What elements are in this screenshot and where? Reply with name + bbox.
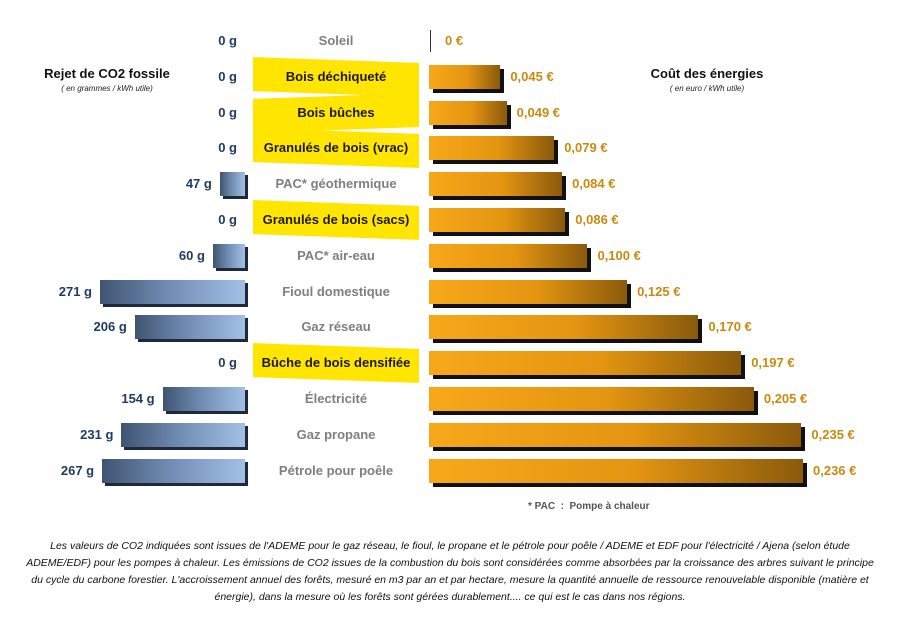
- cost-bar: [429, 136, 555, 161]
- cost-value-label: 0,125 €: [637, 283, 681, 299]
- co2-value-label: 271 g: [58, 283, 92, 299]
- co2-header-title: Rejet de CO2 fossile: [44, 66, 170, 81]
- energy-label: Fioul domestique: [282, 283, 390, 299]
- energy-label: Bois déchiqueté: [285, 68, 387, 84]
- energy-label: Bois bûches: [297, 104, 375, 120]
- cost-value-label: 0,236 €: [813, 462, 857, 478]
- co2-bar: [212, 243, 245, 268]
- co2-value-label: 60 g: [178, 247, 205, 263]
- cost-value-label: 0,235 €: [811, 426, 855, 442]
- energy-label: PAC* géothermique: [275, 176, 397, 192]
- cost-bar: [429, 387, 754, 411]
- co2-value-label: 0 g: [218, 68, 237, 84]
- co2-value-label: 47 g: [185, 176, 212, 192]
- cost-zero-tick: [430, 30, 431, 52]
- cost-header-title: Coût des énergies: [650, 66, 764, 81]
- cost-value-label: 0,084 €: [572, 176, 616, 192]
- cost-value-label: 0,045 €: [510, 68, 554, 84]
- energy-label: Électricité: [304, 391, 368, 406]
- cost-value-label: 0,086 €: [575, 212, 619, 227]
- cost-bar: [429, 100, 507, 125]
- energy-label: Gaz réseau: [301, 319, 371, 335]
- cost-bar: [429, 172, 563, 197]
- cost-bar: [429, 315, 699, 340]
- cost-bar: [429, 458, 803, 483]
- cost-header-subtitle: ( en euro / kWh utile): [669, 84, 745, 93]
- co2-value-label: 0 g: [218, 355, 237, 371]
- co2-bar: [100, 279, 245, 304]
- co2-value-label: 206 g: [93, 319, 127, 335]
- cost-bar: [429, 351, 742, 376]
- co2-bar: [134, 315, 245, 340]
- cost-value-label: 0,049 €: [516, 104, 561, 120]
- energy-label: Gaz propane: [296, 426, 376, 442]
- co2-value-label: 267 g: [60, 462, 95, 478]
- co2-value-label: 0 g: [218, 140, 237, 156]
- energy-label: PAC* air-eau: [297, 247, 375, 263]
- co2-value-label: 231 g: [80, 426, 114, 442]
- energy-label: Pétrole pour poêle: [278, 462, 394, 478]
- cost-value-label: 0,079 €: [564, 140, 608, 156]
- cost-value-label: 0,100 €: [597, 247, 641, 263]
- cost-bar: [429, 243, 588, 268]
- co2-value-label: 0 g: [218, 104, 237, 120]
- cost-bar: [429, 208, 566, 232]
- co2-value-label: 0 g: [218, 212, 237, 227]
- co2-bar: [102, 458, 245, 483]
- cost-value-label: 0,205 €: [763, 391, 808, 406]
- co2-header: Rejet de CO2 fossile ( en grammes / kWh …: [32, 66, 182, 93]
- energy-label: Bûche de bois densifiée: [261, 355, 411, 371]
- cost-bar: [429, 279, 628, 304]
- co2-bar: [219, 172, 245, 197]
- cost-value-label: 0,197 €: [751, 355, 795, 371]
- pac-footnote: * PAC : Pompe à chaleur: [528, 501, 650, 512]
- energy-label: Granulés de bois (vrac): [263, 140, 409, 156]
- energy-label: Granulés de bois (sacs): [262, 212, 410, 227]
- cost-header: Coût des énergies ( en euro / kWh utile): [632, 66, 782, 93]
- co2-value-label: 0 g: [218, 33, 237, 48]
- cost-value-label: 0 €: [445, 33, 464, 48]
- cost-bar: [429, 422, 802, 447]
- co2-header-subtitle: ( en grammes / kWh utile): [61, 84, 153, 93]
- co2-bar: [162, 387, 245, 411]
- co2-value-label: 154 g: [121, 391, 155, 406]
- co2-bar: [121, 422, 245, 447]
- energy-label: Soleil: [318, 33, 354, 48]
- cost-value-label: 0,170 €: [708, 319, 752, 335]
- source-note: Les valeurs de CO2 indiquées sont issues…: [26, 540, 874, 603]
- cost-bar: [429, 64, 501, 89]
